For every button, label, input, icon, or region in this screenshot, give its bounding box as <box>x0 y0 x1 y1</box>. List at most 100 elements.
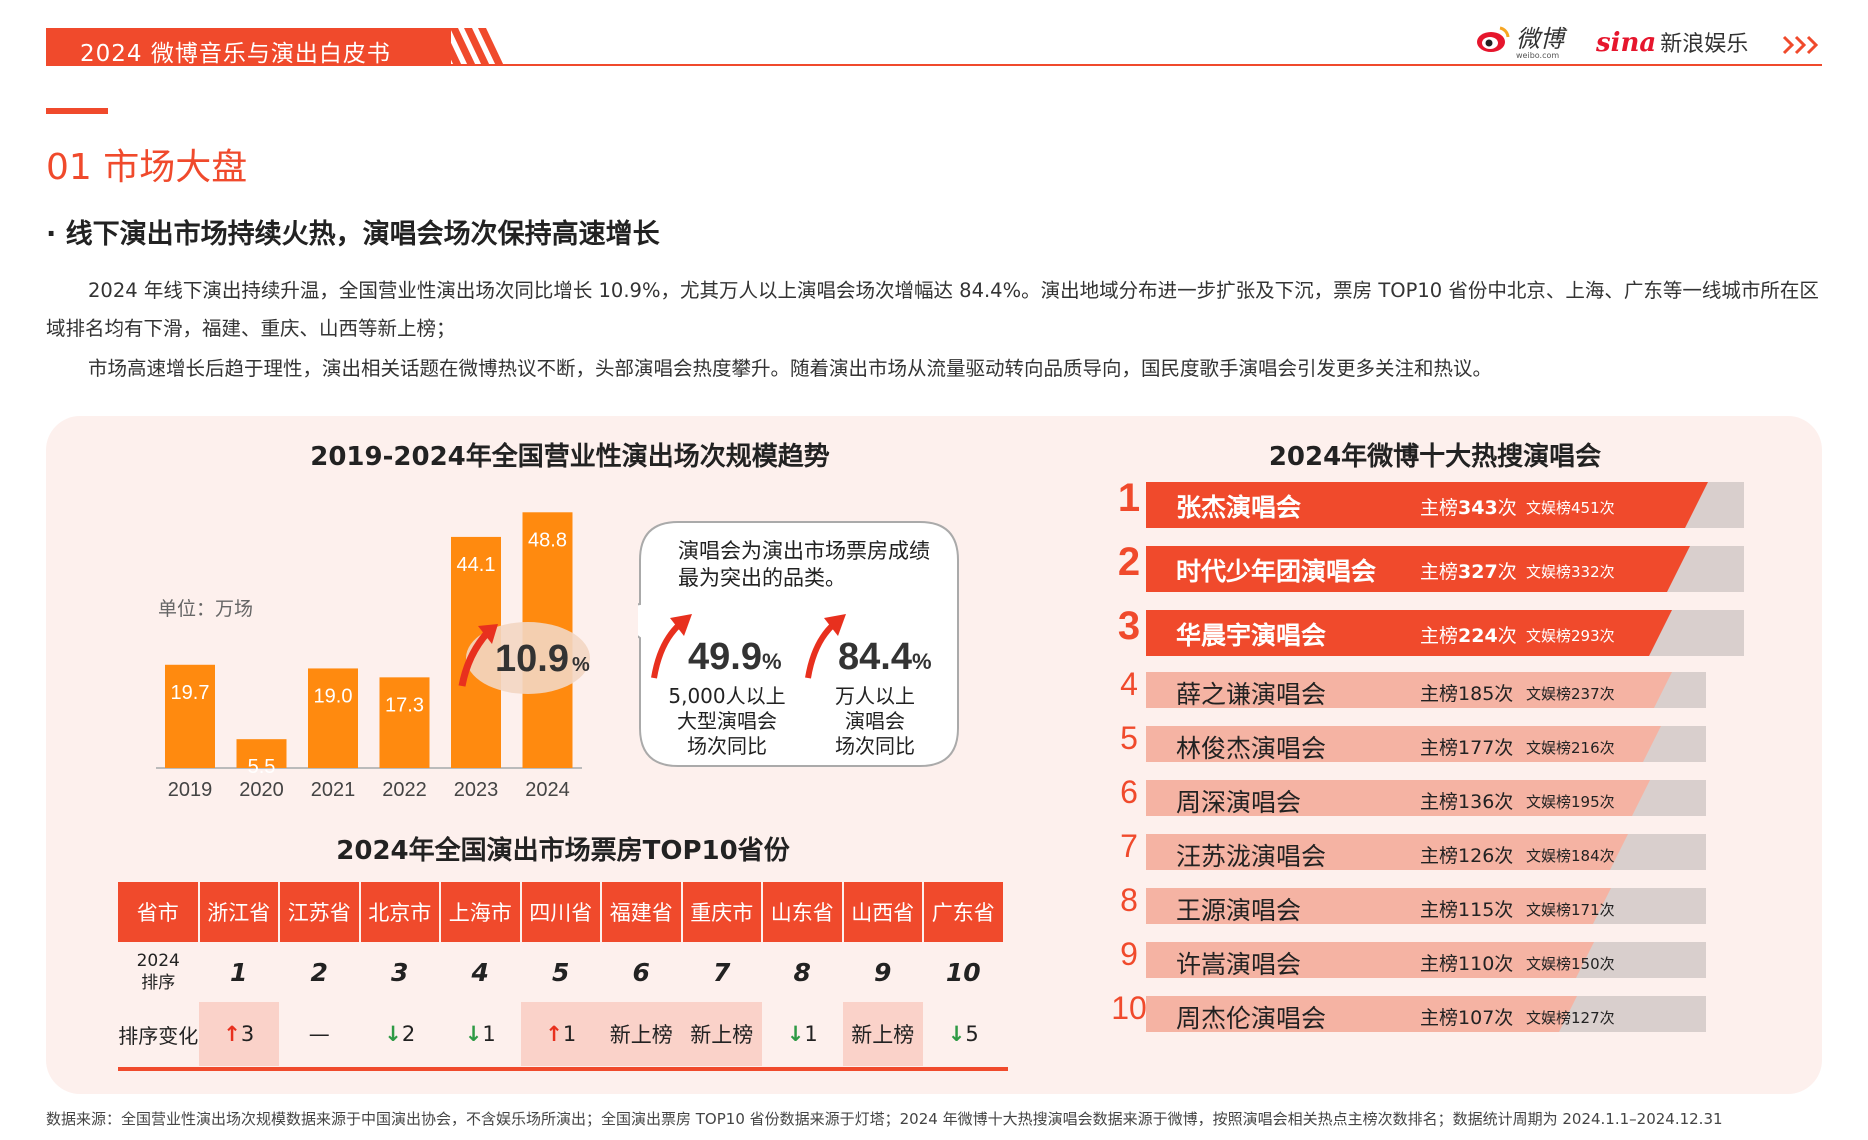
table-province-cell: 上海市 <box>440 882 522 942</box>
weibo-logo: 微博 weibo.com <box>1476 24 1564 60</box>
arrow-down-icon: ↓ <box>464 1022 483 1046</box>
table-rank-cell: 8 <box>793 957 811 987</box>
ent-chart-count: 文娱榜127次 <box>1526 1009 1615 1027</box>
stat-10k-concert-caption: 万人以上 演唱会 场次同比 <box>835 684 915 758</box>
change-value: 1 <box>562 1022 577 1046</box>
change-value: 新上榜 <box>851 1023 915 1047</box>
table-header-label: 省市 <box>118 882 200 942</box>
arrow-down-icon: ↓ <box>786 1022 805 1046</box>
growth-percent-sign: % <box>572 654 590 676</box>
stat-large-concert-caption: 5,000人以上 大型演唱会 场次同比 <box>668 684 786 758</box>
bar-2020 <box>236 739 287 768</box>
concert-name: 张杰演唱会 <box>1176 493 1302 522</box>
table-change-label: 排序变化 <box>118 1023 199 1048</box>
stat-large-concert-value: 49.9% <box>688 636 782 678</box>
rank-bar-fill <box>1146 834 1628 870</box>
rank-bar-fill <box>1146 482 1708 528</box>
change-value: 2 <box>401 1022 416 1046</box>
section-title: 01 市场大盘 <box>46 147 248 188</box>
bar-2021 <box>308 668 358 768</box>
ent-chart-count: 文娱榜216次 <box>1526 739 1615 757</box>
main-chart-count: 主榜110次 <box>1420 953 1514 975</box>
ranking-title: 2024年微博十大热搜演唱会 <box>1268 442 1602 472</box>
growth-arrow-icon <box>458 629 491 687</box>
main-chart-count: 主榜177次 <box>1420 737 1514 759</box>
weibo-eye-icon <box>1477 26 1510 52</box>
table-rank-cell: 1 <box>230 957 248 987</box>
table-province-cell: 广东省 <box>923 882 1005 942</box>
main-chart-count: 主榜343次 <box>1420 497 1517 519</box>
bar-value-label: 17.3 <box>385 694 424 716</box>
table-province-cell: 江苏省 <box>279 882 361 942</box>
growth-value: 10.9 <box>495 638 569 680</box>
table-change-cell: — <box>279 1002 360 1066</box>
top10-province-table: 省市 浙江省 江苏省 北京市 上海市 四川省 福建省 重庆市 山东省 山西省 广东省 2024 排序… <box>118 882 1005 1066</box>
rank-bar-fill <box>1146 610 1672 656</box>
ent-chart-count: 文娱榜332次 <box>1526 563 1615 581</box>
table-province-cell: 重庆市 <box>681 882 763 942</box>
table-header-row: 省市 浙江省 江苏省 北京市 上海市 四川省 福建省 重庆市 山东省 山西省 广东省 <box>118 882 1005 942</box>
sina-ent-logo: sina 新浪娱乐 <box>1596 26 1748 58</box>
rank-number: 5 <box>1120 720 1138 756</box>
table-change-cell: ↑1 <box>520 1002 601 1066</box>
growth-badge: 10.9 % <box>458 622 590 694</box>
table-province-cell: 四川省 <box>520 882 602 942</box>
header-rule <box>46 64 1822 66</box>
x-tick-label: 2021 <box>311 779 356 800</box>
table-rank-cell: 4 <box>471 957 489 987</box>
rank-bar-fill <box>1146 726 1661 762</box>
ent-chart-count: 文娱榜451次 <box>1526 499 1615 517</box>
ent-chart-count: 文娱榜150次 <box>1526 955 1615 973</box>
main-chart-count: 主榜327次 <box>1420 561 1517 583</box>
ent-chart-count: 文娱榜195次 <box>1526 793 1615 811</box>
table-change-cell: ↓1 <box>762 1002 843 1066</box>
weibo-logo-url: weibo.com <box>1516 51 1560 60</box>
intro-paragraph-1: 2024 年线下演出持续升温，全国营业性演出场次同比增长 10.9%，尤其万人以… <box>46 279 1819 340</box>
rank-number: 9 <box>1120 936 1138 972</box>
table-change-cell: ↑3 <box>198 1002 279 1066</box>
rank-number: 2 <box>1117 540 1141 584</box>
rank-number: 10 <box>1111 990 1147 1026</box>
x-tick-label: 2020 <box>239 779 284 800</box>
table-rank-label: 2024 排序 <box>136 951 180 993</box>
top10-table-title: 2024年全国演出市场票房TOP10省份 <box>336 836 790 866</box>
change-value: 新上榜 <box>690 1023 754 1047</box>
table-rank-cell: 6 <box>632 957 650 987</box>
bar-2022 <box>379 677 430 768</box>
x-tick-label: 2023 <box>454 779 499 800</box>
main-chart-count: 主榜126次 <box>1420 845 1514 867</box>
ent-chart-count: 文娱榜237次 <box>1526 685 1615 703</box>
trend-chart-title: 2019-2024年全国营业性演出场次规模趋势 <box>310 442 830 472</box>
rank-number: 6 <box>1120 774 1138 810</box>
main-chart-count: 主榜185次 <box>1420 683 1514 705</box>
table-province-cell: 山东省 <box>762 882 844 942</box>
concert-name: 王源演唱会 <box>1176 896 1302 925</box>
callout-bubble <box>638 521 959 767</box>
table-rank-cell: 5 <box>552 957 570 987</box>
trend-chart-unit: 单位：万场 <box>158 598 254 620</box>
bar-value-label: 19.0 <box>314 685 353 707</box>
stat-10k-concert-value: 84.4% <box>838 636 932 678</box>
concert-name: 薛之谦演唱会 <box>1176 680 1327 709</box>
table-rank-row: 2024 排序 1 2 3 4 5 6 7 8 9 10 <box>118 942 1004 1002</box>
change-value: 3 <box>240 1022 255 1046</box>
main-chart-count: 主榜107次 <box>1420 1007 1514 1029</box>
table-change-cell: ↓5 <box>923 1002 1004 1066</box>
arrow-up-icon: ↑ <box>223 1022 241 1046</box>
weibo-logo-text: 微博 <box>1516 25 1564 53</box>
main-chart-count: 主榜136次 <box>1420 791 1514 813</box>
table-province-cell: 浙江省 <box>198 882 280 942</box>
intro-paragraph-2: 市场高速增长后趋于理性，演出相关话题在微博热议不断，头部演唱会热度攀升。随着演出… <box>88 357 1493 380</box>
rank-number: 1 <box>1117 476 1141 520</box>
bar-2019 <box>165 664 215 768</box>
concert-name: 时代少年团演唱会 <box>1176 557 1377 586</box>
rank-number: 7 <box>1120 828 1138 864</box>
triple-chevron-icon <box>1782 35 1819 55</box>
ent-chart-count: 文娱榜293次 <box>1526 627 1615 645</box>
table-change-cell: ↓1 <box>440 1002 521 1066</box>
table-rank-cell: 7 <box>713 957 731 987</box>
rank-bar-fill <box>1146 942 1594 978</box>
change-value: — <box>308 1022 330 1046</box>
report-title: 2024 微博音乐与演出白皮书 <box>80 41 391 67</box>
section-marker <box>46 108 108 114</box>
